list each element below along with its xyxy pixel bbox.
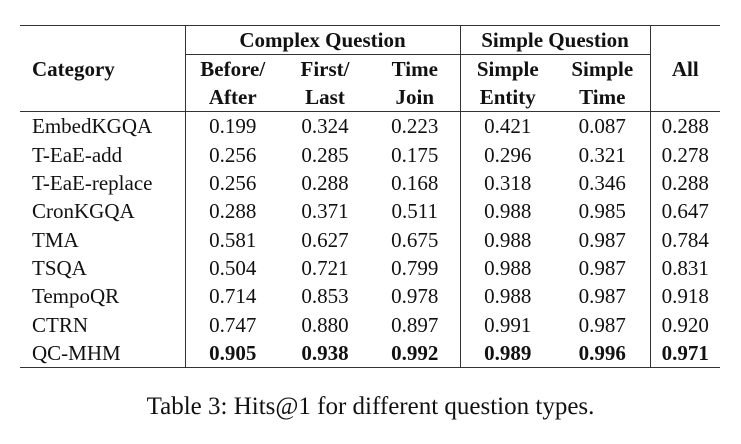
header-line: Last	[305, 85, 345, 110]
header-line: Simple	[571, 57, 634, 82]
value-cell: 0.987	[555, 282, 651, 311]
value-cell: 0.321	[555, 140, 651, 169]
value-cell: 0.918	[661, 284, 709, 309]
header-line: Join	[395, 85, 435, 110]
value-cell: 0.168	[370, 168, 461, 198]
value-cell: 0.627	[301, 227, 349, 252]
header-line: After	[208, 85, 257, 110]
value-cell: 0.971	[661, 340, 709, 365]
table-header: Category Complex Question Simple Question A…	[20, 25, 721, 113]
category-cell: CronKGQA	[20, 197, 186, 226]
header-line: Simple	[476, 57, 539, 82]
value-cell: 0.784	[661, 227, 709, 252]
value-cell: 0.675	[370, 225, 461, 254]
category-cell: TempoQR	[20, 282, 186, 311]
header-line: Before/	[200, 57, 266, 82]
table-row: QC-MHM 0.905 0.938 0.992 0.989 0.996 0.971	[20, 338, 720, 368]
value-cell: 0.987	[555, 310, 651, 339]
category-cell: TSQA	[20, 253, 186, 283]
value-cell: 0.581	[209, 227, 257, 252]
table-body: EmbedKGQA 0.199 0.324 0.223 0.421 0.087 0.288 T…	[20, 111, 720, 368]
column-header: Time Join	[370, 54, 461, 113]
value-cell: 0.223	[370, 111, 461, 141]
value-cell: 0.278	[661, 142, 709, 167]
value-cell: 0.905	[209, 340, 257, 365]
header-line: Time	[579, 85, 626, 110]
value-cell: 0.721	[301, 255, 349, 280]
value-cell: 0.992	[370, 338, 461, 368]
value-cell: 0.985	[555, 197, 651, 226]
value-cell: 0.087	[555, 111, 651, 141]
table-row: T-EaE-replace 0.256 0.288 0.168 0.318 0.346 0.…	[20, 168, 720, 198]
header-cell: All	[650, 25, 721, 113]
value-cell: 0.199	[209, 114, 257, 139]
header-line: Entity	[479, 85, 536, 110]
value-cell: 0.285	[301, 142, 349, 167]
table-row: TempoQR 0.714 0.853 0.978 0.988 0.987 0.918	[20, 282, 720, 311]
value-cell: 0.288	[301, 171, 349, 196]
value-cell: 0.504	[209, 255, 257, 280]
value-cell: 0.897	[370, 310, 461, 339]
header-row: Category Complex Question Simple Question A…	[20, 25, 721, 113]
value-cell: 0.175	[370, 140, 461, 169]
category-cell: TMA	[20, 225, 186, 254]
column-header: First/Last	[280, 54, 370, 113]
value-cell: 0.318	[484, 171, 532, 196]
table-row: TSQA 0.504 0.721 0.799 0.988 0.987 0.831	[20, 253, 720, 283]
value-cell: 0.938	[301, 340, 349, 365]
category-cell: EmbedKGQA	[20, 111, 186, 141]
caption: Table 3: Hits@1 for different question t…	[146, 393, 595, 420]
header-line: Time	[391, 57, 438, 82]
value-cell: 0.920	[661, 312, 709, 337]
value-cell: 0.978	[370, 282, 461, 311]
value-cell: 0.987	[555, 225, 651, 254]
value-cell: 0.987	[555, 253, 651, 283]
header-cell: Category	[20, 25, 186, 113]
value-cell: 0.989	[484, 340, 532, 365]
value-cell: 0.256	[209, 142, 257, 167]
value-cell: 0.991	[484, 312, 532, 337]
value-cell: 0.880	[301, 312, 349, 337]
table-row: CTRN 0.747 0.880 0.897 0.991 0.987 0.920	[20, 310, 720, 339]
value-cell: 0.647	[661, 199, 709, 224]
value-cell: 0.799	[370, 253, 461, 283]
value-cell: 0.853	[301, 284, 349, 309]
group-header: Simple Question	[460, 25, 651, 56]
column-header: Simple Time	[555, 54, 651, 113]
header-line: First/	[300, 57, 350, 82]
category-cell: T-EaE-replace	[20, 168, 186, 198]
category-cell: CTRN	[20, 310, 186, 339]
value-cell: 0.346	[555, 168, 651, 198]
value-cell: 0.988	[484, 227, 532, 252]
value-cell: 0.988	[484, 284, 532, 309]
value-cell: 0.988	[484, 199, 532, 224]
value-cell: 0.288	[209, 199, 257, 224]
category-cell: QC-MHM	[20, 338, 186, 368]
column-header: Before/After	[185, 54, 280, 113]
header-row: Before/After First/Last Time Join Simple Enti…	[20, 54, 720, 113]
value-cell: 0.714	[209, 284, 257, 309]
value-cell: 0.256	[209, 171, 257, 196]
value-cell: 0.296	[484, 142, 532, 167]
table-row: T-EaE-add 0.256 0.285 0.175 0.296 0.321 0.278	[20, 140, 720, 169]
value-cell: 0.371	[301, 199, 349, 224]
value-cell: 0.988	[484, 255, 532, 280]
table-row: EmbedKGQA 0.199 0.324 0.223 0.421 0.087 0.288	[20, 111, 720, 141]
results-table: Category Complex Question Simple Question A…	[20, 25, 721, 368]
group-header: Complex Question	[185, 25, 461, 56]
value-cell: 0.421	[484, 114, 532, 139]
value-cell: 0.996	[555, 338, 651, 368]
value-cell: 0.288	[661, 171, 709, 196]
value-cell: 0.324	[301, 114, 349, 139]
value-cell: 0.747	[209, 312, 257, 337]
column-header: Simple Entity	[460, 54, 556, 113]
value-cell: 0.831	[661, 255, 709, 280]
table-row: TMA 0.581 0.627 0.675 0.988 0.987 0.784	[20, 225, 720, 254]
category-cell: T-EaE-add	[20, 140, 186, 169]
table-row: CronKGQA 0.288 0.371 0.511 0.988 0.985 0.647	[20, 197, 720, 226]
value-cell: 0.511	[370, 197, 461, 226]
value-cell: 0.288	[661, 114, 709, 139]
